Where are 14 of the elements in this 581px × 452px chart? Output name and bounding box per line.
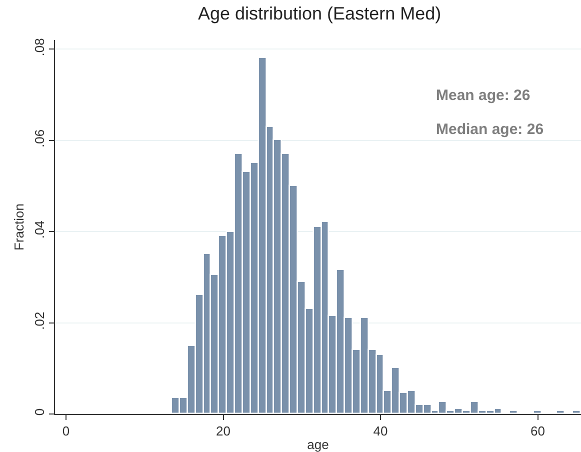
y-tick-label: .06 bbox=[32, 129, 47, 148]
annotation: Median age: 26 bbox=[436, 121, 544, 138]
y-axis-title: Fraction bbox=[12, 204, 27, 250]
y-tick-label: .08 bbox=[32, 38, 47, 56]
x-tick-label: 60 bbox=[530, 424, 545, 439]
x-axis-title: age bbox=[307, 437, 329, 452]
y-tick-label: .02 bbox=[32, 312, 47, 330]
x-tick-label: 40 bbox=[373, 424, 388, 439]
x-tick-label: 20 bbox=[216, 424, 230, 439]
chart-title: Age distribution (Eastern Med) bbox=[198, 3, 442, 24]
x-tick-label: 0 bbox=[62, 424, 70, 439]
y-tick-label: .04 bbox=[32, 220, 47, 239]
annotation: Mean age: 26 bbox=[436, 87, 530, 104]
y-tick-label: 0 bbox=[32, 408, 47, 416]
